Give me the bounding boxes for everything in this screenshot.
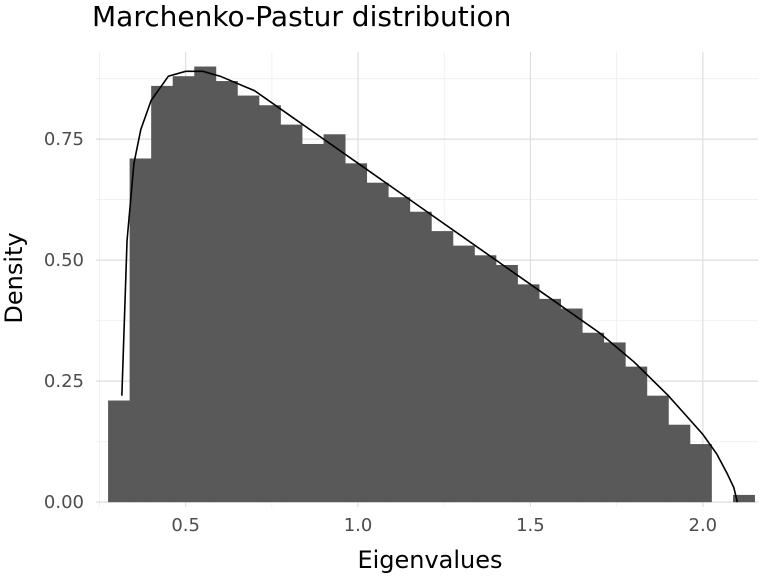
- x-axis-title: Eigenvalues: [357, 546, 502, 574]
- y-axis-title: Density: [0, 232, 28, 323]
- histogram-bar: [345, 163, 368, 503]
- y-tick-label: 0.75: [44, 129, 84, 150]
- histogram-bar: [689, 444, 712, 503]
- histogram-bar: [388, 197, 411, 503]
- x-tick-label: 2.0: [689, 515, 718, 536]
- histogram-bar: [431, 231, 454, 503]
- histogram-bar: [194, 66, 217, 503]
- x-tick-label: 1.5: [516, 515, 545, 536]
- histogram-bar: [474, 255, 497, 503]
- histogram-bar: [733, 494, 755, 503]
- histogram-bar: [366, 182, 389, 503]
- histogram-bar: [237, 95, 260, 503]
- histogram-bar: [108, 400, 131, 503]
- histogram-bar: [582, 332, 605, 503]
- histogram-bar: [409, 211, 432, 503]
- density-curve: [121, 70, 739, 503]
- histogram-bar: [215, 81, 238, 503]
- x-axis-ticks: 0.5 1.0 1.5 2.0: [171, 515, 717, 536]
- x-tick-label: 1.0: [344, 515, 373, 536]
- y-tick-label: 0.25: [44, 371, 84, 392]
- histogram-bar: [302, 143, 324, 503]
- histogram-bar: [646, 395, 669, 503]
- histogram-bar: [668, 424, 691, 503]
- y-axis-ticks: 0.00 0.25 0.50 0.75: [44, 129, 84, 513]
- histogram-bar: [129, 158, 152, 503]
- histogram-bar: [452, 245, 475, 503]
- histogram-bar: [625, 366, 648, 503]
- y-tick-label: 0.50: [44, 250, 84, 271]
- histogram-bar: [172, 76, 195, 503]
- y-tick-label: 0.00: [44, 492, 84, 513]
- histogram-bar: [560, 308, 583, 503]
- histogram-bar: [151, 85, 174, 503]
- histogram-bars: [108, 66, 755, 503]
- x-tick-label: 0.5: [171, 515, 200, 536]
- histogram-bar: [539, 298, 562, 503]
- histogram-bar: [517, 284, 540, 503]
- histogram-bar: [603, 342, 626, 503]
- histogram-bar: [323, 134, 346, 503]
- histogram-bar: [495, 264, 518, 503]
- chart-title: Marchenko-Pastur distribution: [92, 0, 511, 33]
- histogram-bar: [258, 105, 281, 503]
- histogram-bar: [280, 124, 303, 503]
